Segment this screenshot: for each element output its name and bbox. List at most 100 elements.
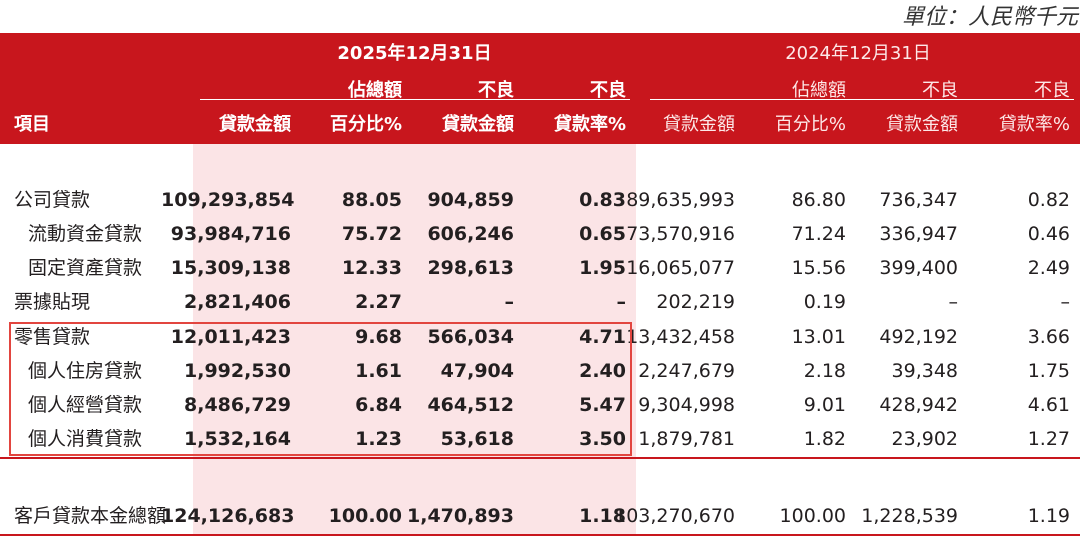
table-row-value: – [504,291,515,313]
table-row-value: 606,246 [427,223,514,245]
column-heading-bottom: 貸款率% [998,114,1070,135]
table-row-value: 109,293,854 [161,189,295,211]
retail-loans-highlight [9,322,632,456]
table-row-value: 492,192 [879,326,958,348]
table-row-value: 4.61 [1027,394,1070,416]
period-current-underline [200,99,630,100]
table-row-value: 89,635,993 [626,189,735,211]
table-row-value: 39,348 [891,360,958,382]
total-row-value: 100.00 [328,505,402,527]
table-row-value: 1,879,781 [638,428,735,450]
table-row-value: 8,486,729 [184,394,291,416]
column-heading-bottom: 貸款率% [553,114,626,135]
column-heading-bottom: 貸款金額 [663,114,735,135]
table-row-value: 202,219 [656,291,735,313]
table-row-value: 12,011,423 [170,326,291,348]
total-row-value: 1,470,893 [407,505,514,527]
table-row-value: 4.71 [579,326,626,348]
column-heading-bottom: 貸款金額 [219,114,291,135]
table-row-value: – [1060,291,1071,313]
column-heading-bottom: 百分比% [329,114,402,135]
item-column-heading: 項目 [14,114,50,135]
total-row-value: 124,126,683 [161,505,295,527]
table-row-value: 0.65 [579,223,626,245]
table-row-value: 3.66 [1027,326,1070,348]
table-row-value: 73,570,916 [626,223,735,245]
table-row-value: 6.84 [355,394,402,416]
table-row-value: 86.80 [791,189,846,211]
table-row-value: 53,618 [440,428,514,450]
table-row-label: 個人消費貸款 [28,428,143,450]
table-row-value: 0.83 [579,189,626,211]
table-row-value: 1,992,530 [184,360,291,382]
column-heading-top: 佔總額 [348,80,402,101]
table-row-value: – [948,291,959,313]
table-row-value: 1.75 [1027,360,1070,382]
table-row-value: 75.72 [341,223,402,245]
table-row-value: 5.47 [579,394,626,416]
unit-label: 單位：人民幣千元 [901,5,1078,30]
table-row-label: 票據貼現 [14,291,91,313]
total-row-value: 100.00 [779,505,846,527]
table-row-value: – [616,291,627,313]
table-row-value: 399,400 [879,257,958,279]
table-row-value: 0.46 [1027,223,1070,245]
table-row-value: 13.01 [791,326,846,348]
table-row-value: 15.56 [791,257,846,279]
table-row-value: 0.19 [803,291,846,313]
table-row-value: 736,347 [879,189,958,211]
column-heading-bottom: 百分比% [774,114,846,135]
column-heading-bottom: 貸款金額 [442,114,514,135]
total-divider-bottom [0,534,1080,536]
total-row-value: 1,228,539 [861,505,958,527]
table-row-value: 88.05 [341,189,402,211]
total-row-value: 1.19 [1027,505,1070,527]
table-row-label: 個人住房貸款 [28,360,143,382]
table-row-value: 13,432,458 [626,326,735,348]
column-heading-top: 不良 [1034,80,1070,101]
table-row-value: 464,512 [427,394,514,416]
table-row-value: 47,904 [440,360,514,382]
period-prior-underline [650,99,1074,100]
table-header: 2025年12月31日 2024年12月31日 項目 貸款金額 佔總額百分比% 不良… [0,33,1080,144]
total-row-label: 客戶貸款本金總額 [14,505,167,527]
table-row-value: 2.27 [355,291,402,313]
table-row-label: 零售貸款 [14,326,91,348]
table-row-value: 9.01 [803,394,846,416]
table-row-value: 2.40 [579,360,626,382]
table-row-value: 336,947 [879,223,958,245]
table-row-value: 71.24 [791,223,846,245]
table-row-value: 298,613 [427,257,514,279]
table-row-value: 1.27 [1027,428,1070,450]
table-row-value: 23,902 [891,428,958,450]
total-row-value: 1.18 [579,505,626,527]
period-current-heading: 2025年12月31日 [337,43,492,64]
table-row-value: 3.50 [579,428,626,450]
table-row-value: 12.33 [341,257,402,279]
column-heading-top: 佔總額 [792,80,846,101]
column-heading-bottom: 貸款金額 [886,114,958,135]
table-row-value: 2,247,679 [638,360,735,382]
table-row-label: 固定資產貸款 [28,257,143,279]
table-row-value: 1.82 [803,428,846,450]
table-row-value: 566,034 [427,326,514,348]
column-heading-top: 不良 [478,80,514,101]
total-divider-top [0,457,1080,459]
table-row-value: 1,532,164 [184,428,291,450]
table-row-value: 2,821,406 [184,291,291,313]
table-row-label: 公司貸款 [14,189,91,211]
total-row-value: 103,270,670 [614,505,735,527]
table-row-value: 1.95 [579,257,626,279]
table-row-value: 1.23 [355,428,402,450]
table-row-value: 16,065,077 [626,257,735,279]
table-row-value: 904,859 [427,189,514,211]
table-row-value: 2.18 [803,360,846,382]
table-row-label: 流動資金貸款 [28,223,143,245]
table-row-value: 0.82 [1027,189,1070,211]
column-heading-top: 不良 [590,80,626,101]
table-row-value: 9.68 [355,326,402,348]
period-prior-heading: 2024年12月31日 [785,43,931,64]
table-row-value: 2.49 [1027,257,1070,279]
column-heading-top: 不良 [922,80,958,101]
table-row-value: 9,304,998 [638,394,735,416]
